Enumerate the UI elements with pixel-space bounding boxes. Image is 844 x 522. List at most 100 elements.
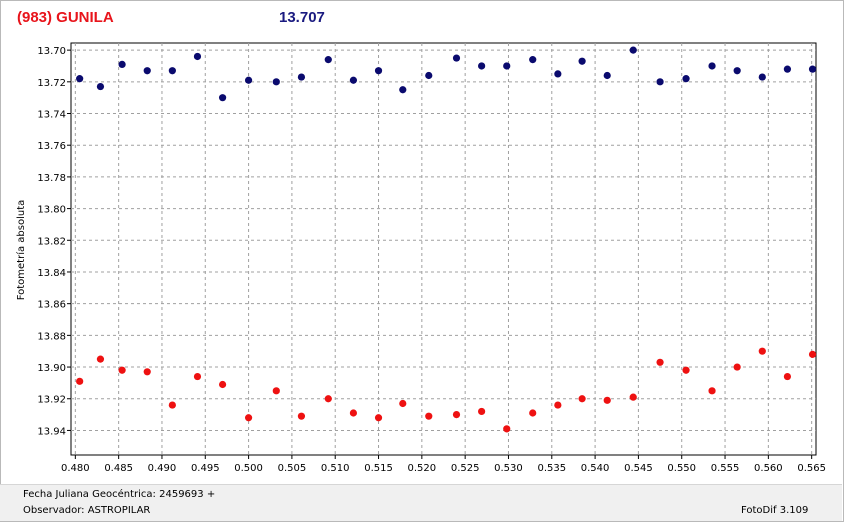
data-point bbox=[297, 412, 306, 420]
data-point bbox=[349, 76, 358, 84]
data-point bbox=[76, 377, 84, 385]
y-tick-label: 13.90 bbox=[37, 363, 66, 374]
x-tick-label: 0.520 bbox=[408, 463, 437, 474]
x-tick-label: 0.510 bbox=[321, 463, 350, 474]
status-bar: Fecha Juliana Geocéntrica: 2459693 + Obs… bbox=[0, 484, 842, 521]
data-point bbox=[76, 75, 84, 83]
data-point bbox=[503, 62, 511, 70]
data-point bbox=[193, 372, 202, 381]
data-point bbox=[218, 380, 227, 389]
grid bbox=[71, 43, 816, 455]
data-point bbox=[603, 71, 611, 80]
lightcurve-chart: 0.480 0.485 0.490 0.495 0.500 0.505 0.510 0.515… bbox=[15, 42, 826, 474]
x-tick-label: 0.490 bbox=[148, 463, 177, 474]
data-point bbox=[349, 409, 358, 417]
data-point bbox=[143, 67, 151, 75]
data-point bbox=[374, 67, 383, 75]
data-point bbox=[682, 366, 690, 374]
object-name: (983) GUNILA bbox=[17, 9, 114, 26]
software-version: FotoDif 3.109 bbox=[741, 505, 809, 516]
data-point bbox=[425, 412, 433, 420]
observer-label: Observador: ASTROPILAR bbox=[23, 505, 151, 516]
y-tick-label: 13.74 bbox=[37, 110, 66, 121]
y-tick-label: 13.82 bbox=[37, 236, 66, 247]
x-tick-label: 0.535 bbox=[537, 463, 566, 474]
y-tick-label: 13.80 bbox=[37, 205, 66, 216]
x-tick-label: 0.525 bbox=[451, 463, 480, 474]
data-point bbox=[629, 393, 637, 401]
x-tick-label: 0.495 bbox=[191, 463, 220, 474]
y-axis-label: Fotometría absoluta bbox=[15, 200, 27, 301]
series-2 bbox=[76, 347, 817, 433]
x-tick-label: 0.500 bbox=[234, 463, 263, 474]
julian-date-label: Fecha Juliana Geocéntrica: 2459693 + bbox=[23, 489, 216, 500]
data-point bbox=[503, 425, 511, 433]
y-tick-label: 13.94 bbox=[37, 426, 66, 437]
data-point bbox=[529, 409, 537, 417]
data-point bbox=[324, 395, 332, 403]
data-point bbox=[399, 86, 407, 94]
x-tick-label: 0.485 bbox=[104, 463, 133, 474]
data-point bbox=[578, 395, 586, 403]
data-point bbox=[554, 401, 562, 409]
data-points bbox=[76, 46, 817, 433]
y-tick-label: 13.76 bbox=[37, 141, 66, 152]
data-point bbox=[452, 54, 461, 62]
data-point bbox=[118, 60, 126, 68]
data-point bbox=[118, 366, 126, 374]
y-tick-label: 13.92 bbox=[37, 395, 66, 406]
y-tick-label: 13.86 bbox=[37, 300, 66, 311]
magnitude-value: 13.707 bbox=[279, 9, 325, 26]
data-point bbox=[96, 82, 105, 91]
data-point bbox=[708, 387, 716, 395]
data-point bbox=[452, 410, 461, 419]
data-point bbox=[193, 52, 202, 61]
data-point bbox=[733, 67, 741, 75]
data-point bbox=[656, 358, 664, 366]
data-point bbox=[399, 399, 407, 408]
x-tick-label: 0.565 bbox=[797, 463, 826, 474]
data-point bbox=[168, 67, 176, 75]
data-point bbox=[758, 347, 766, 355]
x-tick-label: 0.540 bbox=[581, 463, 610, 474]
data-point bbox=[324, 56, 332, 64]
data-point bbox=[478, 62, 486, 70]
x-tick-label: 0.530 bbox=[494, 463, 523, 474]
data-point bbox=[783, 65, 792, 73]
x-tick-label: 0.515 bbox=[364, 463, 393, 474]
data-point bbox=[425, 71, 433, 80]
data-point bbox=[682, 75, 690, 83]
data-point bbox=[603, 396, 611, 404]
data-point bbox=[733, 363, 741, 371]
x-tick-label: 0.560 bbox=[754, 463, 783, 474]
data-point bbox=[529, 56, 537, 64]
x-tick-label: 0.550 bbox=[667, 463, 696, 474]
x-tick-label: 0.480 bbox=[61, 463, 90, 474]
data-point bbox=[808, 65, 817, 73]
data-point bbox=[272, 387, 280, 395]
plot-area bbox=[70, 42, 817, 456]
axis-ticks: 0.480 0.485 0.490 0.495 0.500 0.505 0.510 0.515… bbox=[37, 46, 826, 474]
data-point bbox=[168, 401, 176, 409]
data-point bbox=[218, 94, 227, 102]
data-point bbox=[272, 78, 280, 86]
y-tick-label: 13.78 bbox=[37, 173, 66, 184]
y-tick-label: 13.70 bbox=[37, 46, 66, 57]
y-tick-label: 13.72 bbox=[37, 78, 66, 89]
series-1 bbox=[76, 46, 817, 102]
data-point bbox=[478, 407, 486, 416]
x-tick-label: 0.555 bbox=[711, 463, 740, 474]
data-point bbox=[143, 368, 151, 376]
y-tick-label: 13.88 bbox=[37, 331, 66, 342]
data-point bbox=[244, 414, 253, 422]
data-point bbox=[96, 355, 105, 363]
data-point bbox=[708, 62, 716, 70]
data-point bbox=[244, 76, 253, 84]
x-tick-label: 0.505 bbox=[278, 463, 307, 474]
x-tick-label: 0.545 bbox=[624, 463, 653, 474]
data-point bbox=[758, 73, 766, 81]
data-point bbox=[656, 78, 664, 86]
data-point bbox=[629, 46, 637, 54]
y-tick-label: 13.84 bbox=[37, 268, 66, 279]
data-point bbox=[374, 414, 383, 422]
